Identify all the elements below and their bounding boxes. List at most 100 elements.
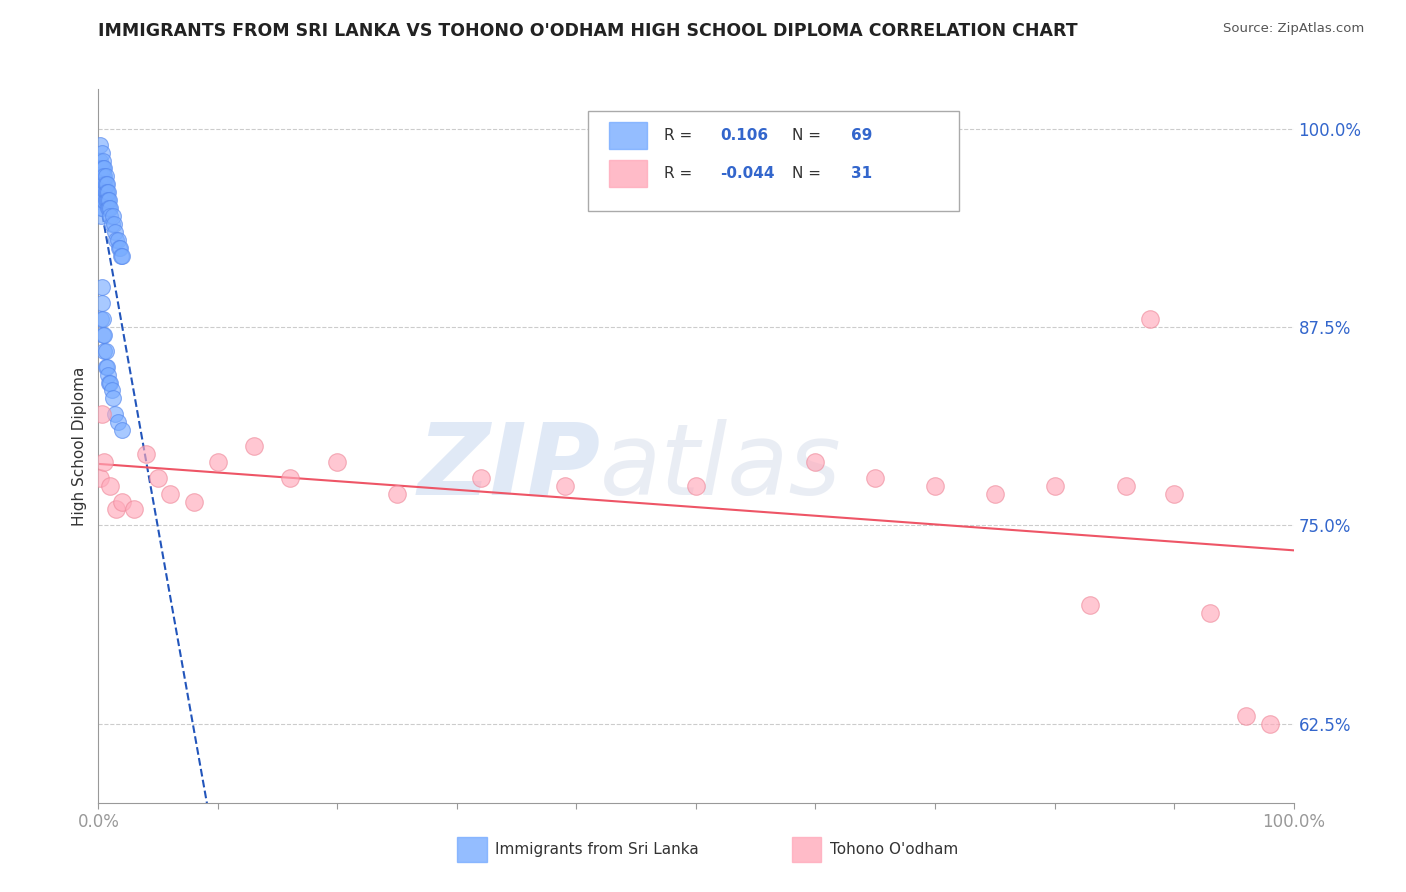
Point [91,407,114,421]
Point [111,249,134,263]
Point [90,169,112,184]
Point [863,471,887,485]
Point [96,359,118,374]
Text: IMMIGRANTS FROM SRI LANKA VS TOHONO O'ODHAM HIGH SCHOOL DIPLOMA CORRELATION CHAR: IMMIGRANTS FROM SRI LANKA VS TOHONO O'OD… [98,22,1078,40]
Point [91,312,114,326]
Text: R =: R = [664,128,697,143]
Bar [457,837,486,862]
Point [104,407,127,421]
Text: atlas: atlas [600,419,842,516]
Point [924,478,946,492]
Point [96,193,118,207]
Point [804,455,827,469]
Point [91,169,114,184]
Point [1080,598,1102,612]
Point [104,225,127,239]
Point [470,471,492,485]
Point [89,153,111,168]
Point [94,359,117,374]
Point [94,193,117,207]
Point [110,249,132,263]
Point [91,296,114,310]
Point [93,193,115,207]
Point [278,471,301,485]
Point [159,486,181,500]
Point [111,494,134,508]
Point [385,486,409,500]
Point [94,186,117,200]
FancyBboxPatch shape [588,111,959,211]
Point [94,178,117,192]
Point [1258,716,1281,731]
Point [96,186,118,200]
Point [107,233,129,247]
Point [98,376,122,390]
Point [93,343,115,358]
Point [685,478,707,492]
Text: Tohono O'odham: Tohono O'odham [830,842,957,856]
Point [101,209,124,223]
Point [90,186,112,200]
Point [94,169,117,184]
Point [105,502,128,516]
Point [1139,312,1161,326]
Point [90,178,112,192]
Point [108,241,131,255]
Point [91,280,114,294]
Point [90,161,112,176]
Point [107,241,129,255]
Text: Source: ZipAtlas.com: Source: ZipAtlas.com [1223,22,1364,36]
Point [94,343,117,358]
Bar [609,122,647,149]
Text: 31: 31 [852,166,873,181]
Point [93,169,115,184]
Point [90,193,112,207]
Text: 0.106: 0.106 [720,128,768,143]
Point [96,178,118,192]
Point [91,161,114,176]
Text: Immigrants from Sri Lanka: Immigrants from Sri Lanka [495,842,699,856]
Point [91,145,114,160]
Point [326,455,349,469]
Point [91,169,114,184]
Bar [609,160,647,187]
Point [100,217,122,231]
Point [91,178,114,192]
Point [554,478,576,492]
Point [89,471,111,485]
Text: 69: 69 [852,128,873,143]
Point [90,201,112,215]
Point [97,368,120,382]
Point [98,376,121,390]
Point [1163,486,1185,500]
Point [207,455,229,469]
Text: R =: R = [664,166,697,181]
Point [124,502,146,516]
Point [91,161,114,176]
Point [105,233,128,247]
Point [100,384,122,398]
Point [93,178,115,192]
Point [984,486,1007,500]
Point [1043,478,1066,492]
Point [98,201,122,215]
Point [97,193,120,207]
Point [97,186,120,200]
Point [90,312,112,326]
Point [1198,606,1220,620]
Point [97,201,120,215]
Point [91,186,114,200]
Point [183,494,205,508]
Y-axis label: High School Diploma: High School Diploma [72,367,87,525]
Point [1234,708,1257,723]
Point [243,439,266,453]
Text: N =: N = [792,128,825,143]
Point [148,471,170,485]
Point [91,328,114,343]
Point [93,186,115,200]
Point [1115,478,1137,492]
Point [98,201,121,215]
Point [89,137,111,152]
Point [93,328,115,343]
Point [91,178,114,192]
